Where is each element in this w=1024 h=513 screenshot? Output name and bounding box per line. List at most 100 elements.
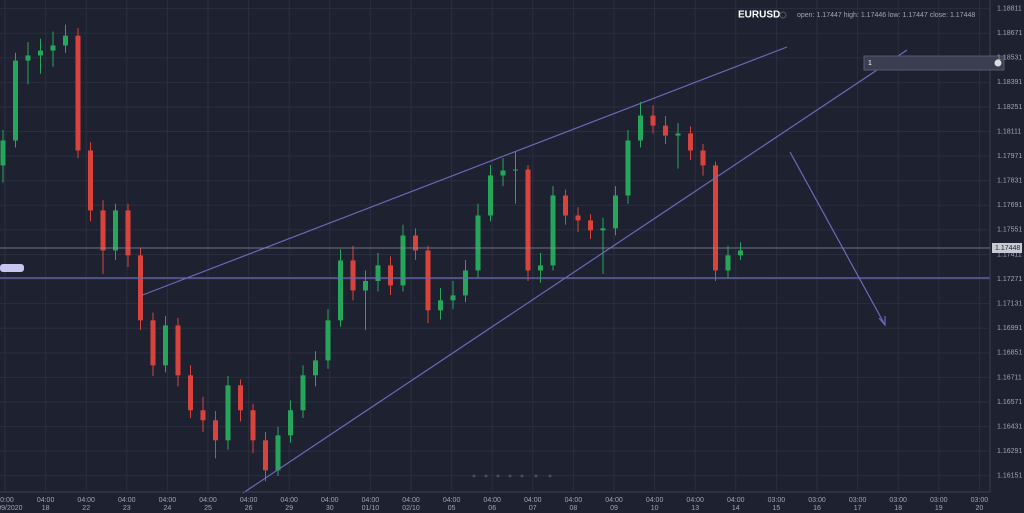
- x-tick-date: 25: [204, 505, 212, 512]
- candle-body: [325, 320, 331, 361]
- tool-icon[interactable]: [520, 474, 524, 478]
- input-box[interactable]: [863, 55, 1005, 71]
- x-tick-date: 10: [651, 505, 659, 512]
- y-tick-label: 1.16991: [997, 325, 1022, 332]
- candle-body: [425, 250, 431, 311]
- tool-icon[interactable]: [472, 474, 476, 478]
- y-tick-label: 1.17831: [997, 178, 1022, 185]
- candle-body: [150, 320, 156, 366]
- x-tick-time: 04:00: [402, 497, 420, 504]
- upper-trendline: [139, 46, 788, 297]
- candle-body: [463, 270, 468, 296]
- candle-body: [50, 45, 56, 51]
- tool-icon[interactable]: [534, 474, 538, 478]
- candle-body: [513, 169, 518, 171]
- candle-body: [563, 195, 568, 216]
- y-tick-label: 1.18391: [997, 79, 1022, 86]
- x-tick-time: 03:00: [930, 497, 948, 504]
- candles: [0, 24, 743, 482]
- x-tick-date: 17: [854, 505, 862, 512]
- x-tick-date: 18: [894, 505, 902, 512]
- x-tick-date: 16: [813, 505, 821, 512]
- candle-body: [75, 35, 81, 151]
- candle-body: [688, 133, 693, 151]
- last-price-tag: [992, 242, 1022, 253]
- x-tick-date: 15: [773, 505, 781, 512]
- candle-body: [388, 265, 393, 286]
- candle-body: [338, 260, 343, 321]
- candle-body: [550, 195, 556, 266]
- tool-icon[interactable]: [548, 474, 552, 478]
- ohlc-info: open: 1.17447 high: 1.17446 low: 1.17447…: [797, 12, 975, 19]
- tool-icon[interactable]: [484, 474, 488, 478]
- x-tick-time: 04:00: [77, 497, 95, 504]
- candle-body: [113, 210, 118, 251]
- x-tick-time: 04:00: [565, 497, 583, 504]
- grid: [0, 0, 990, 492]
- candle-body: [438, 300, 443, 311]
- candle-body: [25, 55, 31, 61]
- symbol-icon: [779, 11, 787, 19]
- candle-body: [200, 410, 206, 421]
- candle-body: [638, 115, 643, 141]
- input-dropdown[interactable]: [994, 59, 1002, 67]
- candle-body: [350, 260, 356, 291]
- candle-body: [500, 170, 506, 176]
- candle-body: [63, 35, 68, 46]
- x-tick-date: 05: [448, 505, 456, 512]
- candle-body: [613, 195, 618, 229]
- x-tick-time: 04:00: [524, 497, 542, 504]
- candle-body: [525, 169, 531, 271]
- candle-body: [175, 325, 181, 376]
- x-tick-time: 04:00: [321, 497, 339, 504]
- candle-body: [475, 215, 481, 271]
- candle-body: [725, 255, 731, 271]
- x-tick-time: 04:00: [159, 497, 177, 504]
- candle-body: [263, 440, 268, 471]
- candle-body: [288, 410, 293, 436]
- y-tick-label: 1.18671: [997, 30, 1022, 37]
- x-tick-date: 23: [123, 505, 131, 512]
- x-tick-time: 04:00: [483, 497, 501, 504]
- y-tick-label: 1.17411: [997, 251, 1022, 258]
- candle-body: [700, 150, 706, 166]
- y-tick-label: 1.17131: [997, 301, 1022, 308]
- symbol: EURUSD: [738, 10, 780, 21]
- candle-body: [300, 375, 306, 411]
- x-tick-time: 03:00: [808, 497, 826, 504]
- candle-body: [538, 265, 543, 271]
- x-tick-date: 18: [42, 505, 50, 512]
- y-tick-label: 1.18111: [997, 128, 1021, 135]
- candle-body: [100, 210, 106, 251]
- candle-body: [675, 133, 681, 136]
- candle-body: [575, 215, 581, 221]
- x-tick-time: 03:00: [849, 497, 867, 504]
- lower-trendline: [242, 49, 908, 494]
- y-tick-label: 1.16431: [997, 423, 1022, 430]
- x-tick-date: 26: [245, 505, 253, 512]
- x-tick-date: 02/10: [402, 505, 420, 512]
- x-tick-time: 04:00: [199, 497, 217, 504]
- bottom-toolbar: [472, 474, 552, 478]
- tool-icon[interactable]: [508, 474, 512, 478]
- candle-body: [600, 228, 606, 231]
- candle-body: [38, 50, 43, 56]
- x-tick-date: 09: [610, 505, 618, 512]
- arrow-line: [789, 151, 886, 326]
- candle-body: [275, 435, 281, 471]
- x-tick-date: 24: [164, 505, 172, 512]
- x-tick-date: 01/10: [362, 505, 380, 512]
- x-tick-time: 04:00: [727, 497, 745, 504]
- x-tick-date: 14: [732, 505, 740, 512]
- x-tick-date: 06: [488, 505, 496, 512]
- candle-body: [125, 210, 131, 256]
- input-value[interactable]: 1: [868, 60, 872, 67]
- x-tick-date: 29: [285, 505, 293, 512]
- tool-icon[interactable]: [496, 474, 500, 478]
- candle-body: [313, 360, 318, 376]
- candle-body: [213, 420, 218, 441]
- candle-body: [13, 60, 18, 141]
- candle-body: [188, 375, 193, 411]
